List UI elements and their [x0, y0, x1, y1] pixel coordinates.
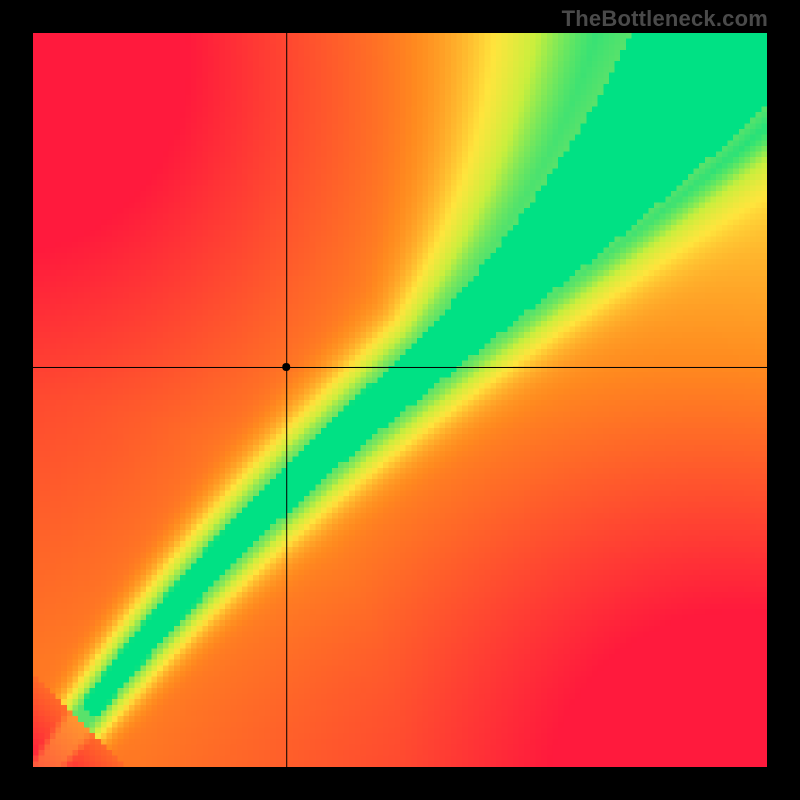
- crosshair-overlay: [33, 33, 767, 767]
- chart-container: TheBottleneck.com: [0, 0, 800, 800]
- plot-area: [33, 33, 767, 767]
- watermark-text: TheBottleneck.com: [562, 6, 768, 32]
